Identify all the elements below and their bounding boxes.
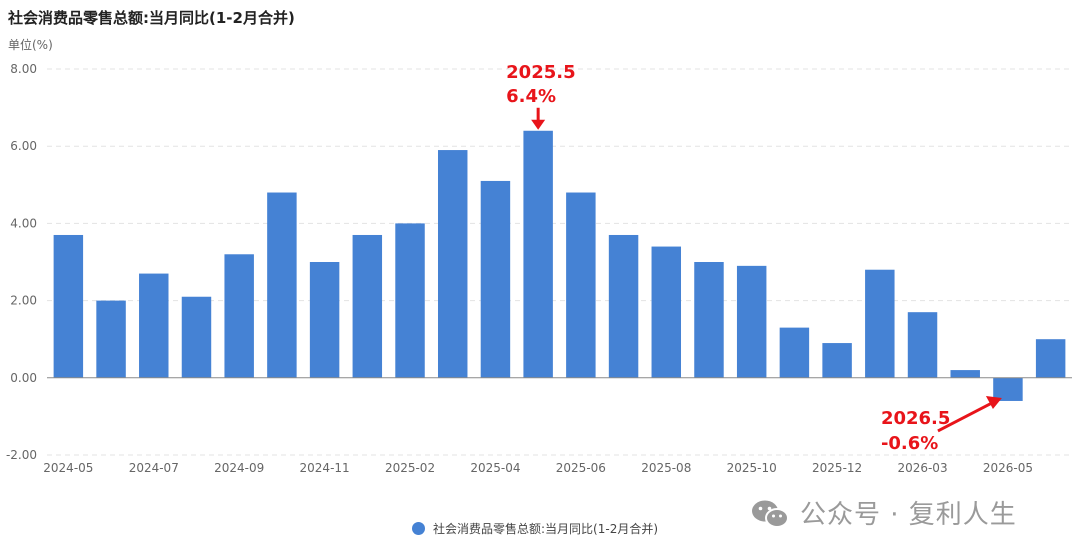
bar-2025-09[interactable] [694, 262, 724, 378]
watermark: 公众号 · 复利人生 [750, 494, 1017, 531]
x-tick-label: 2025-06 [556, 461, 606, 475]
bar-2025-11[interactable] [779, 327, 810, 378]
wechat-icon [752, 500, 789, 528]
bar-2025-12[interactable] [822, 343, 852, 378]
legend-marker [412, 522, 425, 535]
bar-2025-06[interactable] [566, 192, 596, 378]
x-tick-label: 2025-10 [727, 461, 777, 475]
annotation-value: 6.4% [506, 86, 556, 107]
x-tick-label: 2025-02 [385, 461, 435, 475]
bar-2024-08[interactable] [181, 296, 212, 378]
annotation-arrowhead [531, 119, 546, 130]
y-tick-label: 4.00 [10, 216, 37, 230]
x-tick-label: 2024-11 [300, 461, 350, 475]
x-tick-label: 2024-07 [129, 461, 179, 475]
y-tick-label: 0.00 [10, 371, 37, 385]
annotation-value: -0.6% [881, 433, 938, 454]
chart-title: 社会消费品零售总额:当月同比(1-2月合并) [8, 9, 295, 27]
bar-2024-12[interactable] [352, 234, 383, 378]
legend[interactable]: 社会消费品零售总额:当月同比(1-2月合并) [412, 520, 658, 537]
bar-2024-05[interactable] [53, 234, 84, 378]
bar-2024-09[interactable] [224, 254, 254, 378]
y-tick-label: 8.00 [10, 62, 37, 76]
unit-label: 单位(%) [8, 38, 53, 52]
bar-2026-03[interactable] [907, 312, 938, 378]
legend-label: 社会消费品零售总额:当月同比(1-2月合并) [433, 522, 659, 536]
bar-2024-10[interactable] [267, 192, 297, 378]
bar-2025-02[interactable] [395, 223, 425, 378]
watermark-text: 公众号 · 复利人生 [800, 500, 1017, 530]
bar-2026-02[interactable] [865, 269, 895, 378]
x-tick-label: 2025-04 [470, 461, 520, 475]
bar-2025-05[interactable] [523, 130, 553, 378]
bar-2024-11[interactable] [309, 262, 340, 378]
x-tick-label: 2025-12 [812, 461, 862, 475]
y-tick-label: 2.00 [10, 294, 37, 308]
bar-2025-08[interactable] [651, 246, 682, 378]
bar-2025-04[interactable] [480, 180, 511, 378]
bar-2025-07[interactable] [608, 234, 639, 378]
y-tick-label: 6.00 [10, 139, 37, 153]
bar-2026-06[interactable] [1035, 339, 1066, 378]
bar-2026-05[interactable] [993, 377, 1023, 401]
annotation-arrowhead [985, 395, 1002, 409]
annotation-label: 2025.5 [506, 62, 575, 83]
annotation-arrow [937, 400, 995, 433]
bar-2025-10[interactable] [736, 265, 767, 378]
x-tick-label: 2026-03 [897, 461, 947, 475]
bar-2026-04[interactable] [950, 370, 980, 378]
bar-2024-06[interactable] [96, 300, 126, 378]
x-tick-label: 2026-05 [983, 461, 1033, 475]
bar-2025-03[interactable] [437, 150, 468, 378]
annotation-label: 2026.5 [881, 408, 950, 429]
bar-2024-07[interactable] [139, 273, 169, 378]
x-tick-label: 2024-09 [214, 461, 264, 475]
x-tick-label: 2024-05 [43, 461, 93, 475]
y-tick-label: -2.00 [6, 448, 37, 462]
x-tick-label: 2025-08 [641, 461, 691, 475]
